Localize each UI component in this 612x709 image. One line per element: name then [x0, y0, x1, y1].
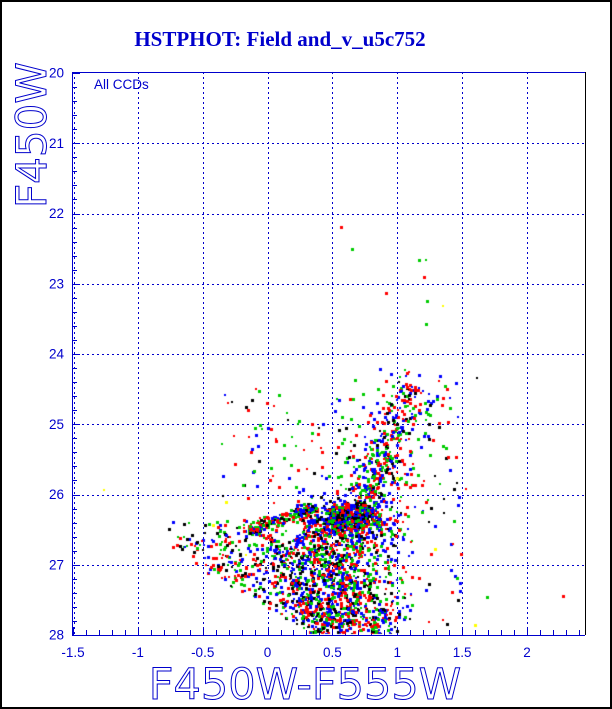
ccd-annotation: All CCDs	[94, 77, 149, 92]
